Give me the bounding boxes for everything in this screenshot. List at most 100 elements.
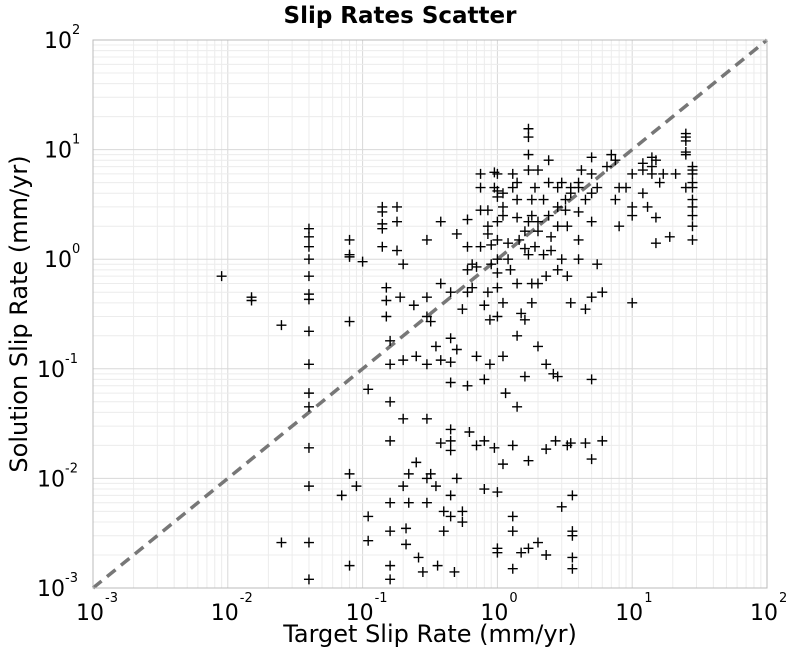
grid-lines xyxy=(92,40,767,589)
data-point xyxy=(532,165,543,176)
data-point xyxy=(411,457,422,468)
data-point xyxy=(344,251,355,262)
data-point xyxy=(541,359,552,370)
x-tick-exponent: 0 xyxy=(509,591,517,606)
data-point xyxy=(519,243,530,254)
data-point xyxy=(303,574,314,585)
data-point xyxy=(507,182,518,193)
data-point xyxy=(523,149,534,160)
y-tick-exponent: -1 xyxy=(65,352,78,367)
data-point xyxy=(546,245,557,256)
data-point xyxy=(497,188,508,199)
data-point xyxy=(512,330,523,341)
x-tick-exponent: -3 xyxy=(105,591,118,606)
x-tick-label: 10 xyxy=(76,601,104,626)
data-point xyxy=(532,537,543,548)
data-point xyxy=(445,435,456,446)
data-point xyxy=(451,344,462,355)
data-point xyxy=(303,481,314,492)
data-point xyxy=(303,241,314,252)
data-point xyxy=(457,506,468,517)
data-point xyxy=(438,506,449,517)
data-point xyxy=(562,271,573,282)
data-point xyxy=(507,526,518,537)
data-point xyxy=(529,182,540,193)
data-point xyxy=(385,574,396,585)
data-point xyxy=(538,249,549,260)
data-point xyxy=(514,234,525,245)
data-point xyxy=(543,210,554,221)
data-point xyxy=(576,165,587,176)
data-point xyxy=(435,278,446,289)
data-point xyxy=(303,254,314,265)
data-point xyxy=(303,401,314,412)
data-point xyxy=(303,442,314,453)
data-point xyxy=(471,351,482,362)
data-point xyxy=(507,168,518,179)
data-point xyxy=(398,413,409,424)
data-point xyxy=(507,563,518,574)
data-point xyxy=(565,438,576,449)
data-point xyxy=(336,490,347,501)
data-point xyxy=(445,490,456,501)
y-tick-exponent: 2 xyxy=(72,23,80,38)
data-point xyxy=(276,320,287,331)
data-point xyxy=(573,206,584,217)
data-point xyxy=(479,435,490,446)
data-point xyxy=(627,297,638,308)
data-point xyxy=(497,297,508,308)
data-point xyxy=(392,216,403,227)
data-point xyxy=(492,168,503,179)
data-point xyxy=(421,292,432,303)
data-point xyxy=(385,359,396,370)
y-tick-label: 10 xyxy=(44,29,72,54)
data-point xyxy=(687,201,698,212)
reference-line xyxy=(91,38,769,590)
data-point xyxy=(303,271,314,282)
data-point xyxy=(687,210,698,221)
data-point xyxy=(601,161,612,172)
data-point xyxy=(658,168,669,179)
data-point xyxy=(421,311,432,322)
x-tick-label: 10 xyxy=(346,601,374,626)
data-point xyxy=(523,132,534,143)
data-point xyxy=(637,165,648,176)
data-point xyxy=(523,216,534,227)
data-point xyxy=(610,194,621,205)
data-point xyxy=(507,511,518,522)
y-tick-exponent: -2 xyxy=(65,461,78,476)
data-point xyxy=(492,254,503,265)
x-tick-exponent: -2 xyxy=(240,591,253,606)
data-point xyxy=(471,440,482,451)
data-point xyxy=(398,355,409,366)
data-point xyxy=(516,308,527,319)
data-point xyxy=(497,210,508,221)
data-point xyxy=(471,261,482,272)
data-point xyxy=(597,287,608,298)
data-point xyxy=(492,311,503,322)
data-point xyxy=(650,212,661,223)
data-point xyxy=(560,205,571,216)
data-point xyxy=(541,271,552,282)
data-point xyxy=(475,182,486,193)
data-point xyxy=(538,194,549,205)
data-point xyxy=(421,497,432,508)
one-to-one-line xyxy=(91,38,769,590)
data-point xyxy=(385,396,396,407)
data-point xyxy=(687,182,698,193)
data-point xyxy=(482,205,493,216)
data-point xyxy=(482,287,493,298)
data-point xyxy=(392,245,403,256)
data-point xyxy=(497,351,508,362)
data-point xyxy=(646,168,657,179)
y-tick-label: 10 xyxy=(37,358,65,383)
data-point xyxy=(680,149,691,160)
data-point xyxy=(552,371,563,382)
data-point xyxy=(523,123,534,134)
data-point xyxy=(552,182,563,193)
data-point xyxy=(451,228,462,239)
data-point xyxy=(462,214,473,225)
y-tick-label: 10 xyxy=(37,577,65,602)
